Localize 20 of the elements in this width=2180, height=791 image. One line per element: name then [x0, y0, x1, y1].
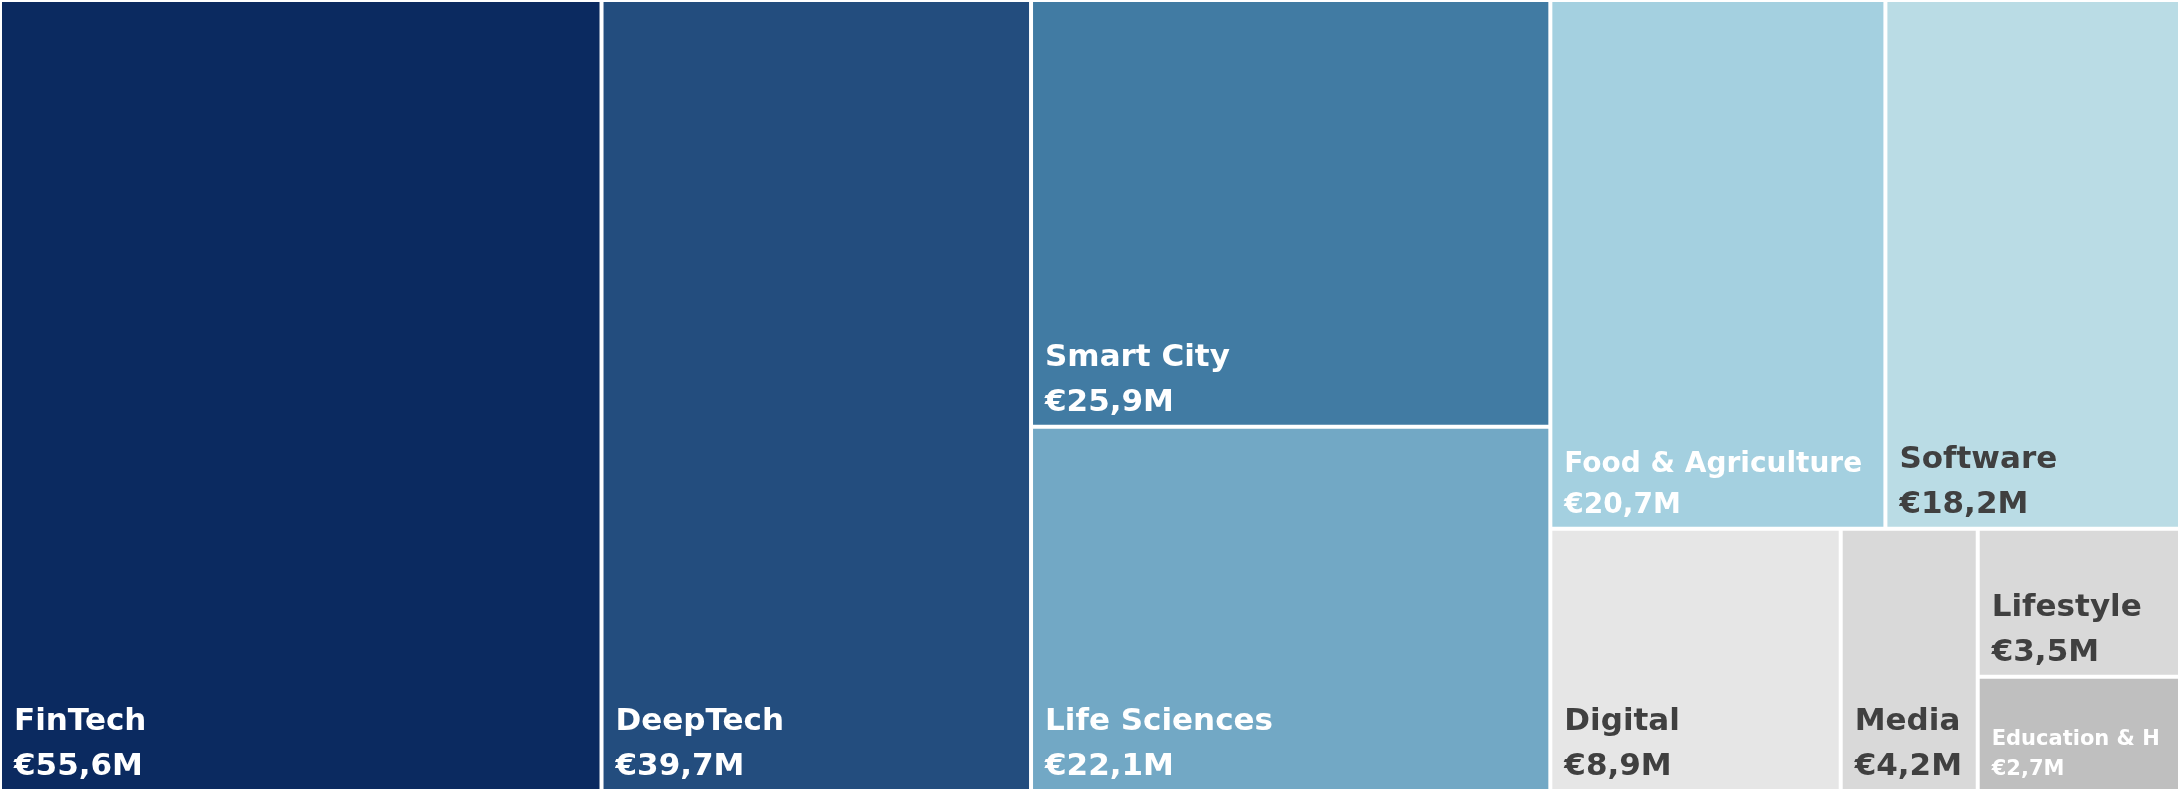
data-label: €20,7M — [1563, 486, 1681, 520]
data-label: €18,2M — [1898, 483, 2029, 520]
category-label: Food & Agriculture — [1564, 446, 1863, 480]
data-label: €4,2M — [1853, 746, 1963, 782]
category-label: Smart City — [1045, 336, 1230, 373]
category-label: DeepTech — [615, 701, 785, 738]
data-label: €2,7M — [1990, 756, 2065, 780]
category-label: Software — [1899, 438, 2058, 475]
category-label: Digital — [1564, 701, 1680, 738]
data-label: €8,9M — [1563, 746, 1672, 782]
category-label: FinTech — [14, 701, 147, 738]
data-label: €3,5M — [1990, 631, 2100, 668]
category-label: Life Sciences — [1045, 701, 1274, 738]
data-label: €39,7M — [614, 746, 745, 782]
data-label: €25,9M — [1044, 381, 1174, 418]
data-label: €22,1M — [1044, 746, 1174, 782]
data-label: €55,6M — [13, 746, 143, 782]
category-label: Education & H — [1991, 725, 2160, 750]
category-label: Lifestyle — [1991, 586, 2142, 623]
category-label: Media — [1854, 701, 1961, 738]
